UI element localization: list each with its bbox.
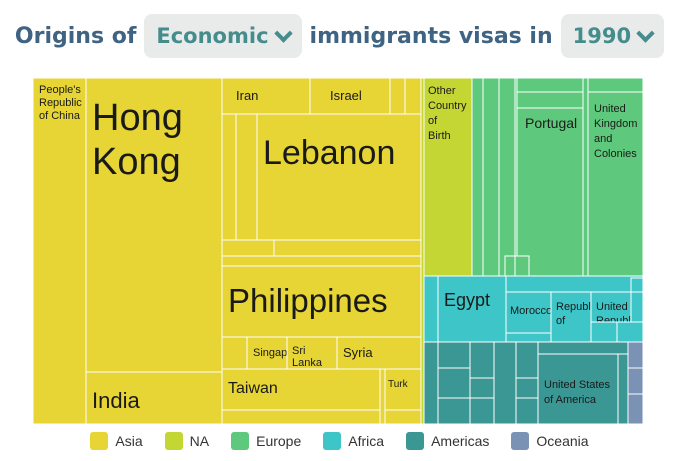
treemap-cell[interactable] <box>437 367 471 399</box>
treemap-cell[interactable] <box>404 78 422 115</box>
treemap-cell[interactable] <box>273 239 422 257</box>
legend-label: NA <box>189 433 210 449</box>
cell-lebanon[interactable] <box>256 113 422 241</box>
legend-swatch <box>406 432 425 450</box>
treemap-cell[interactable] <box>515 397 539 424</box>
cell-label: Hong Kong <box>92 97 183 183</box>
cell-label: Iran <box>236 88 258 103</box>
treemap-cell[interactable] <box>630 277 643 293</box>
cell-hong-kong[interactable] <box>85 78 223 373</box>
legend-swatch <box>511 432 530 450</box>
treemap-cell[interactable] <box>590 321 618 343</box>
cell-label: United Kingdom and Colonies <box>594 103 637 160</box>
legend-label: Europe <box>256 433 302 449</box>
treemap-cell[interactable] <box>221 409 381 424</box>
legend-label: Oceania <box>536 433 589 449</box>
cell-label: Singap <box>253 347 287 359</box>
treemap-cell[interactable] <box>516 91 584 109</box>
cell-label: Syria <box>343 345 373 360</box>
treemap-cell[interactable] <box>471 78 484 277</box>
treemap-cell[interactable] <box>537 341 629 355</box>
cell-label: Republic of <box>556 301 599 327</box>
chevron-down-icon <box>636 23 655 43</box>
treemap-cell[interactable] <box>423 341 439 424</box>
chevron-down-icon <box>273 23 293 43</box>
treemap-cell[interactable] <box>221 113 237 241</box>
legend-swatch <box>90 432 109 450</box>
category-dropdown-label: Economic <box>156 24 269 48</box>
cell-label: Other Country of Birth <box>428 85 467 142</box>
treemap-cell[interactable] <box>505 275 643 293</box>
treemap-cell[interactable] <box>514 255 530 277</box>
treemap-cell[interactable] <box>587 78 643 93</box>
treemap-cell[interactable] <box>504 255 516 277</box>
cell-label: Portugal <box>525 115 577 131</box>
legend-item-africa[interactable]: Africa <box>323 432 384 450</box>
cell-label: People's Republic of China <box>39 84 82 122</box>
treemap-cell[interactable] <box>482 78 500 277</box>
treemap-cell[interactable] <box>515 377 539 399</box>
treemap-cell[interactable] <box>235 113 258 241</box>
treemap-cell[interactable] <box>221 255 422 267</box>
cell-united-states-of-america[interactable] <box>537 353 629 424</box>
treemap-cell[interactable] <box>505 332 552 343</box>
cell-republic-of[interactable] <box>550 291 592 343</box>
legend-label: Americas <box>431 433 490 449</box>
treemap-cell[interactable] <box>516 78 584 93</box>
chart-header: Origins of Economic immigrants visas in … <box>0 12 679 60</box>
cell-label: Lebanon <box>263 134 395 172</box>
treemap-cell[interactable] <box>498 78 516 277</box>
year-dropdown[interactable]: 1990 <box>560 14 665 58</box>
cell-people-s-republic-of-china[interactable] <box>33 78 87 424</box>
cell-portugal[interactable] <box>516 78 584 277</box>
treemap-cell[interactable] <box>221 239 275 257</box>
cell-label: Turk <box>388 379 409 390</box>
treemap-cell[interactable] <box>389 78 406 115</box>
cell-label: Taiwan <box>228 380 278 397</box>
legend-swatch <box>164 432 183 450</box>
legend-label: Africa <box>348 433 385 449</box>
cell-label: Israel <box>330 88 362 103</box>
treemap-cell[interactable] <box>221 336 248 370</box>
title-prefix: Origins of <box>14 23 137 49</box>
year-dropdown-label: 1990 <box>572 24 632 48</box>
cell-label: Philippines <box>228 282 388 319</box>
category-dropdown[interactable]: Economic <box>144 14 302 58</box>
treemap-cell[interactable] <box>627 367 643 395</box>
cell-label: Sri Lanka <box>292 345 323 369</box>
cell-syria[interactable] <box>336 336 422 370</box>
cell-label: Morocco <box>510 305 552 317</box>
treemap-cell[interactable] <box>469 377 495 399</box>
legend-swatch <box>231 432 250 450</box>
legend-item-na[interactable]: NA <box>164 432 210 450</box>
legend-swatch <box>323 432 342 450</box>
treemap-cell[interactable] <box>582 78 589 277</box>
treemap-cell[interactable] <box>379 368 386 424</box>
treemap-cell[interactable] <box>493 341 517 424</box>
treemap-cell[interactable] <box>617 353 629 424</box>
treemap-cell[interactable] <box>384 409 422 424</box>
treemap-chart: People's Republic of China Hong Kong India Ira… <box>33 78 643 424</box>
cell-label: India <box>92 388 140 413</box>
legend-item-americas[interactable]: Americas <box>406 432 489 450</box>
cell-egypt[interactable] <box>437 275 507 343</box>
title-middle: immigrants visas in <box>309 23 553 49</box>
cell-united-republic[interactable] <box>590 291 632 323</box>
cell-label: Egypt <box>444 290 490 310</box>
treemap-cell[interactable] <box>423 275 439 343</box>
treemap-cell[interactable] <box>630 291 643 323</box>
legend-item-europe[interactable]: Europe <box>231 432 301 450</box>
legend-label: Asia <box>115 433 143 449</box>
cell-label: United States of America <box>544 379 611 406</box>
legend-item-oceania[interactable]: Oceania <box>511 432 589 450</box>
legend: Asia NA Europe Africa Americas Oceania <box>0 428 679 454</box>
treemap-cell[interactable] <box>616 321 643 343</box>
cell-united-kingdom-and-colonies[interactable] <box>587 78 643 277</box>
legend-item-asia[interactable]: Asia <box>90 432 143 450</box>
